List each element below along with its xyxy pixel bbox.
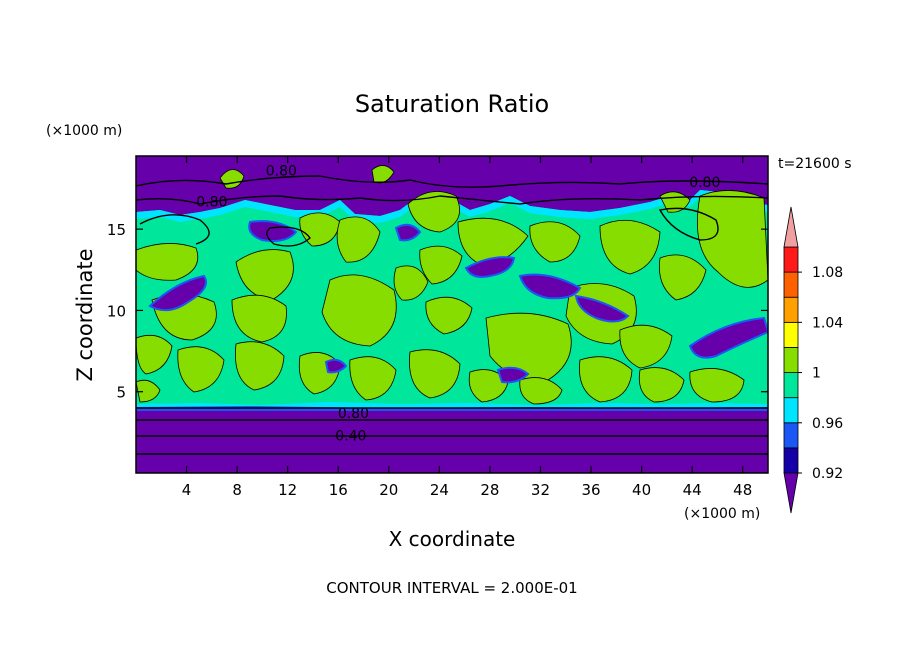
contour-label: 0.80 (266, 164, 297, 180)
contour-label: 0.80 (338, 406, 369, 422)
colorbar: 1.08 1.04 1 0.96 0.92 (783, 206, 843, 514)
y-tick-label: 5 (116, 384, 126, 402)
colorbar-box (783, 397, 799, 424)
colorbar-tick-label: 1.08 (812, 265, 843, 281)
x-tick-label: 8 (232, 481, 242, 499)
x-tick-label: 48 (733, 481, 752, 499)
chart-title: Saturation Ratio (355, 90, 549, 118)
colorbar-tick-label: 0.92 (812, 466, 843, 482)
x-tick-label: 16 (329, 481, 348, 499)
colorbar-box (783, 271, 799, 298)
x-tick-label: 32 (531, 481, 550, 499)
colorbar-arrow-high (783, 206, 799, 248)
time-label: t=21600 s (778, 156, 852, 172)
x-unit-label: (×1000 m) (684, 506, 760, 522)
contour-label: 0.80 (689, 175, 720, 191)
colorbar-box (783, 321, 799, 348)
colorbar-tick-label: 1 (812, 366, 821, 382)
colorbar-box (783, 347, 799, 373)
dry-streaks (148, 220, 768, 384)
y-axis-ticks: 5 10 15 (107, 221, 768, 402)
contour-interval-footer: CONTOUR INTERVAL = 2.000E-01 (326, 579, 577, 597)
x-tick-label: 24 (430, 481, 449, 499)
plot-area (136, 156, 768, 473)
colorbar-box (783, 296, 799, 323)
colorbar-box (783, 447, 799, 474)
x-tick-label: 12 (278, 481, 297, 499)
colorbar-tick-label: 1.04 (812, 315, 843, 331)
x-axis-ticks: 4 8 12 16 20 24 28 32 36 40 44 48 (182, 156, 752, 499)
x-tick-label: 40 (632, 481, 651, 499)
contour-label: 0.40 (335, 429, 366, 445)
x-tick-label: 20 (379, 481, 398, 499)
colorbar-box (783, 372, 799, 399)
colorbar-box (783, 246, 799, 273)
moist-cells (136, 165, 768, 405)
contour-label: 0.80 (196, 195, 227, 211)
colorbar-box (783, 422, 799, 449)
y-unit-label: (×1000 m) (46, 123, 122, 139)
y-tick-label: 15 (107, 221, 126, 239)
colorbar-tick-label: 0.96 (812, 416, 843, 432)
plot-frame (135, 155, 769, 474)
x-tick-label: 28 (480, 481, 499, 499)
contour-labels: 0.80 0.80 0.80 0.80 0.40 (196, 164, 720, 445)
contour-lines (136, 175, 768, 455)
y-axis-label: Z coordinate (73, 248, 97, 381)
x-tick-label: 4 (182, 481, 192, 499)
colorbar-arrow-low (783, 472, 799, 514)
y-tick-label: 10 (107, 302, 126, 320)
x-tick-label: 36 (581, 481, 600, 499)
x-axis-label: X coordinate (389, 527, 516, 551)
x-tick-label: 44 (683, 481, 702, 499)
